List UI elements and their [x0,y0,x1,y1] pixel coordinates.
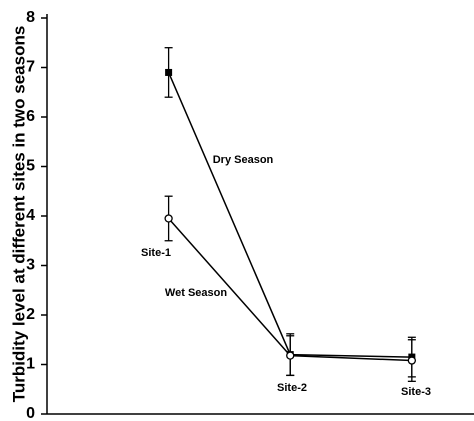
y-tick-label: 6 [26,108,35,125]
marker [164,214,173,223]
site-label: Site-2 [277,382,307,394]
y-tick-label: 1 [26,356,35,373]
y-tick-label: 4 [26,207,35,224]
y-tick-label: 0 [26,405,35,421]
y-tick-label: 3 [26,257,35,274]
marker [165,68,173,76]
site-label: Site-3 [401,386,431,398]
y-axis-label: Turbidity level at different sites in tw… [9,26,28,403]
y-tick-label: 2 [26,306,35,323]
series-label: Wet Season [165,287,227,299]
series-line [167,72,412,358]
y-tick-label: 5 [26,158,35,175]
series-label: Dry Season [213,154,274,166]
site-label: Site-1 [141,247,171,259]
marker [407,356,416,365]
y-tick-label: 7 [26,59,35,76]
y-tick-label: 8 [26,9,35,26]
marker [286,351,295,360]
